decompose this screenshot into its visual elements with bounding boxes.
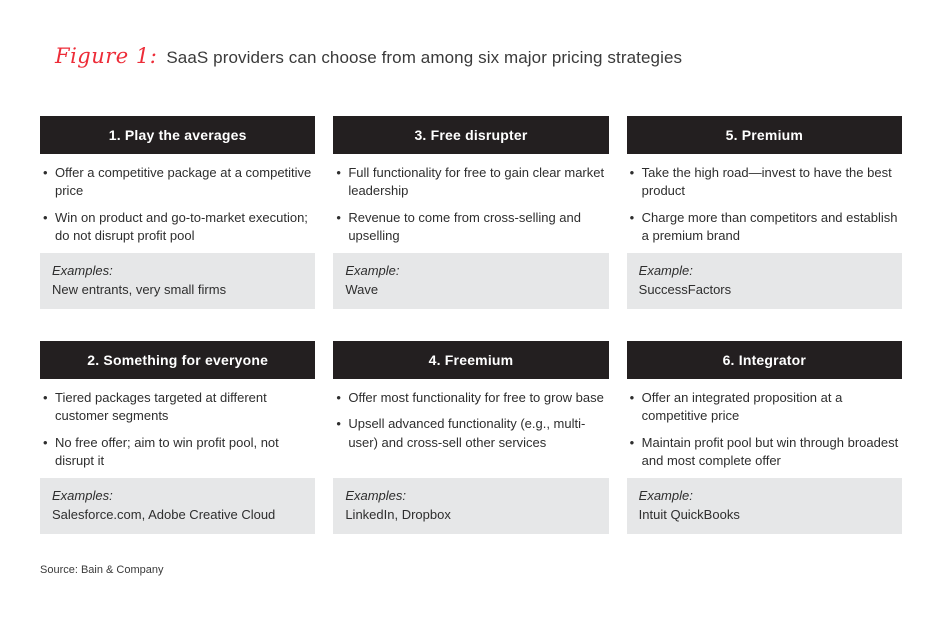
example-label: Example:: [345, 263, 400, 278]
bullet-icon: •: [43, 390, 48, 405]
card-header: 4. Freemium: [333, 341, 609, 379]
bullet-item: • Upsell advanced functionality (e.g., m…: [336, 415, 608, 452]
figure-title: Figure 1: SaaS providers can choose from…: [55, 44, 902, 68]
bullet-text: Offer most functionality for free to gro…: [348, 390, 604, 405]
bullet-item: • Win on product and go-to-market execut…: [43, 209, 315, 246]
card-bullets: • Tiered packages targeted at different …: [40, 379, 315, 478]
bullet-text: Win on product and go-to-market executio…: [55, 209, 308, 244]
example-box: Example: Wave: [333, 253, 609, 309]
source-note: Source: Bain & Company: [40, 564, 164, 576]
bullet-item: • Maintain profit pool but win through b…: [630, 434, 902, 471]
example-label: Example:: [638, 488, 693, 503]
strategy-card-freemium: 4. Freemium • Offer most functionality f…: [333, 341, 609, 534]
card-bullets: • Take the high road—invest to have the …: [627, 154, 902, 253]
bullet-text: Full functionality for free to gain clea…: [348, 165, 605, 199]
bullet-item: • Full functionality for free to gain cl…: [336, 164, 608, 201]
example-value: LinkedIn, Dropbox: [345, 506, 451, 522]
bullet-item: • Offer most functionality for free to g…: [336, 389, 608, 407]
example-box: Examples: LinkedIn, Dropbox: [333, 478, 609, 534]
figure-label: Figure 1:: [55, 44, 158, 68]
bullet-icon: •: [629, 209, 635, 225]
bullet-text: Take the high road—invest to have the be…: [641, 165, 892, 199]
card-header: 1. Play the averages: [40, 116, 316, 154]
bullet-item: • Revenue to come from cross-selling and…: [336, 209, 608, 246]
bullet-icon: •: [336, 390, 341, 405]
example-box: Example: SuccessFactors: [626, 253, 902, 309]
bullet-icon: •: [336, 165, 341, 180]
card-header: 2. Something for everyone: [40, 341, 316, 379]
bullet-icon: •: [629, 390, 635, 405]
card-bullets: • Offer an integrated proposition at a c…: [627, 379, 902, 478]
example-box: Examples: New entrants, very small firms: [40, 253, 316, 309]
example-value: Salesforce.com, Adobe Creative Cloud: [52, 506, 276, 522]
bullet-icon: •: [336, 209, 341, 225]
bullet-text: Upsell advanced functionality (e.g., mul…: [348, 416, 586, 450]
card-header: 6. Integrator: [626, 341, 902, 379]
example-label: Examples:: [52, 488, 113, 503]
example-value: Intuit QuickBooks: [638, 506, 740, 522]
bullet-icon: •: [43, 434, 48, 450]
strategy-card-integrator: 6. Integrator • Offer an integrated prop…: [626, 341, 902, 534]
bullet-text: Offer an integrated proposition at a com…: [641, 390, 843, 424]
card-header: 5. Premium: [626, 116, 902, 154]
figure-heading: SaaS providers can choose from among six…: [166, 48, 683, 67]
bullet-item: • Take the high road—invest to have the …: [630, 164, 902, 201]
example-value: SuccessFactors: [638, 281, 732, 297]
bullet-item: • Offer a competitive package at a compe…: [43, 164, 315, 201]
bullet-icon: •: [629, 434, 635, 450]
example-label: Examples:: [52, 263, 113, 278]
bullet-text: Tiered packages targeted at different cu…: [55, 390, 267, 424]
example-label: Examples:: [345, 488, 407, 503]
example-label: Example:: [638, 263, 693, 278]
strategy-card-premium: 5. Premium • Take the high road—invest t…: [626, 116, 902, 309]
example-value: New entrants, very small firms: [52, 281, 227, 297]
strategy-card-free-disrupter: 3. Free disrupter • Full functionality f…: [333, 116, 609, 309]
card-bullets: • Offer a competitive package at a compe…: [40, 154, 315, 253]
strategy-grid: 1. Play the averages • Offer a competiti…: [40, 116, 902, 534]
bullet-item: • Offer an integrated proposition at a c…: [630, 389, 902, 426]
bullet-item: • Tiered packages targeted at different …: [43, 389, 315, 426]
bullet-icon: •: [43, 165, 48, 180]
bullet-text: Maintain profit pool but win through bro…: [641, 434, 899, 469]
strategy-card-play-the-averages: 1. Play the averages • Offer a competiti…: [40, 116, 316, 309]
bullet-icon: •: [629, 165, 635, 180]
bullet-item: • No free offer; aim to win profit pool,…: [43, 434, 315, 471]
bullet-text: Charge more than competitors and establi…: [641, 209, 898, 244]
bullet-text: Revenue to come from cross-selling and u…: [348, 209, 581, 244]
strategy-card-something-for-everyone: 2. Something for everyone • Tiered packa…: [40, 341, 316, 534]
card-bullets: • Offer most functionality for free to g…: [333, 379, 608, 478]
card-header: 3. Free disrupter: [333, 116, 609, 154]
card-bullets: • Full functionality for free to gain cl…: [333, 154, 608, 253]
example-box: Examples: Salesforce.com, Adobe Creative…: [40, 478, 316, 534]
bullet-text: No free offer; aim to win profit pool, n…: [55, 434, 279, 469]
bullet-icon: •: [43, 209, 48, 225]
bullet-item: • Charge more than competitors and estab…: [630, 209, 902, 246]
bullet-icon: •: [336, 416, 341, 432]
example-value: Wave: [345, 281, 379, 297]
bullet-text: Offer a competitive package at a competi…: [55, 165, 312, 199]
example-box: Example: Intuit QuickBooks: [626, 478, 902, 534]
